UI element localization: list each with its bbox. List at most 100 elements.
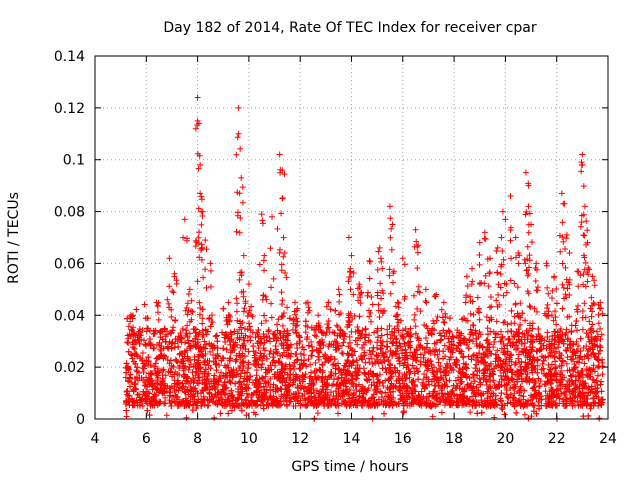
data-point [144,325,151,332]
data-point [166,392,173,399]
data-point [573,338,580,345]
data-point [339,342,346,349]
data-point [351,348,358,355]
data-point [220,345,227,352]
data-point [281,328,288,335]
data-point [523,328,530,335]
data-point [366,347,373,354]
data-point [252,377,259,383]
data-point [186,364,193,371]
data-point [468,356,475,363]
data-point [151,380,158,387]
data-point [597,381,604,388]
data-point [355,381,362,388]
data-point [126,392,133,399]
data-point [260,331,267,338]
data-point [483,381,490,388]
data-point [309,343,316,350]
data-point [418,388,425,395]
data-point [290,363,297,370]
data-point [409,362,416,369]
data-point [219,386,226,393]
data-point [508,307,515,314]
data-point [594,364,601,371]
data-point [472,327,479,334]
data-point [171,399,178,406]
data-point [382,349,389,356]
data-point [524,336,531,343]
data-point [253,372,260,379]
data-point [220,305,227,312]
data-point [381,410,388,417]
data-point [338,349,345,356]
data-point [287,371,294,378]
data-point [540,365,547,372]
data-point [399,350,406,357]
data-point [126,331,133,338]
data-point [441,333,448,340]
data-point [590,377,597,384]
data-point [232,358,239,365]
data-point [319,373,326,380]
data-point [163,412,170,419]
data-point [175,343,182,350]
data-point [180,367,187,374]
data-point [192,335,199,342]
data-point [249,329,256,336]
data-point [279,362,286,369]
data-point [229,392,236,399]
data-point [261,312,268,319]
data-point [136,340,143,347]
data-point [262,366,269,373]
data-point [267,376,274,383]
data-point [535,325,542,332]
data-point [140,337,147,344]
data-point [228,368,235,375]
data-point [371,329,378,336]
data-point [255,326,262,333]
data-point [202,366,209,373]
data-point [346,333,353,340]
data-point [466,384,473,391]
data-point [260,405,267,412]
data-point [202,341,209,348]
data-point [302,329,309,336]
data-point [515,326,522,333]
data-point [247,372,254,379]
data-point [508,328,515,335]
data-point [505,395,512,402]
data-point [552,364,559,371]
data-point [590,362,597,369]
data-point [478,409,485,416]
data-point [327,306,334,313]
data-point [490,344,497,351]
data-point [365,398,372,405]
data-point [244,394,251,401]
data-point [168,402,175,409]
data-point [157,346,164,353]
data-point [270,354,277,361]
data-point [400,408,407,415]
data-point [536,383,543,390]
data-point [140,369,147,376]
data-point [214,338,221,345]
data-point [306,342,313,349]
data-point [473,384,480,391]
data-point [500,369,507,376]
data-point [185,366,192,373]
data-point [327,389,334,396]
data-point [300,385,307,392]
data-point [255,344,262,351]
data-point [350,358,357,365]
data-point [379,365,386,372]
data-point [368,355,375,362]
data-point [162,394,169,401]
data-point [205,402,212,409]
data-point [597,344,604,351]
data-point [292,351,299,358]
data-point [454,327,461,334]
data-point [230,339,237,346]
data-point [125,378,132,385]
data-point [598,331,605,338]
data-point [239,342,246,349]
